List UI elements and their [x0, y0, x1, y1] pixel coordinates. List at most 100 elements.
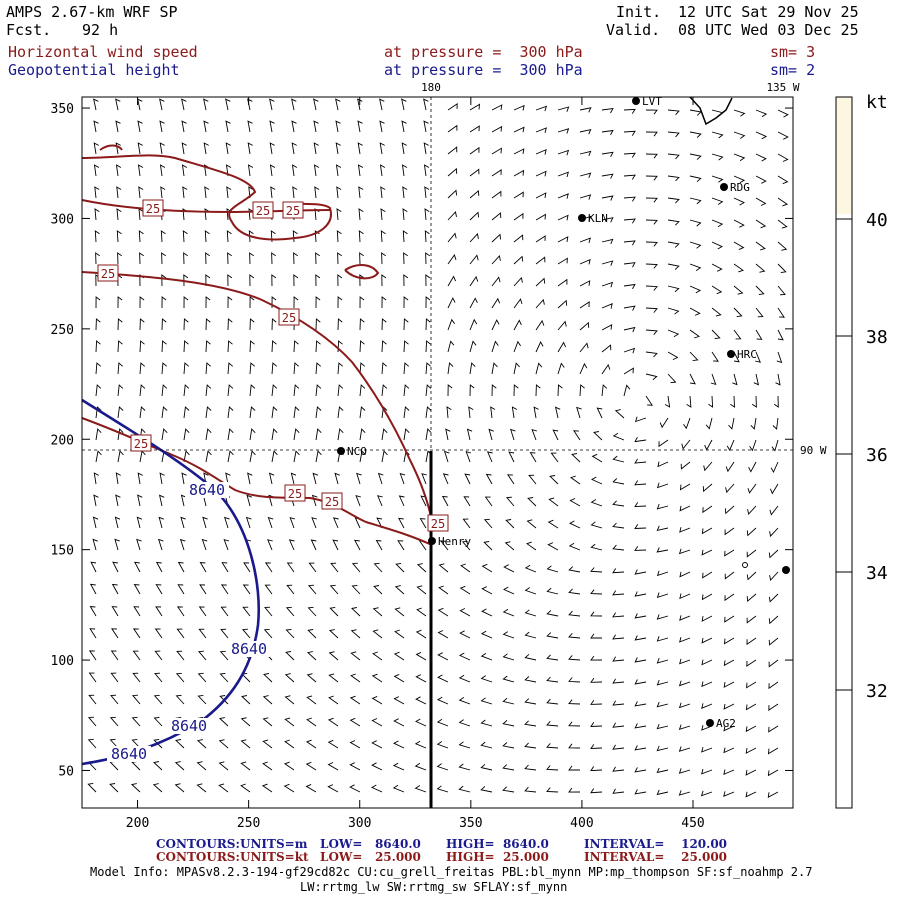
wind-barb: [634, 458, 647, 464]
footer-row-2-prefix: CONTOURS:: [156, 850, 240, 864]
wind-barb: [590, 521, 603, 529]
wind-barb: [481, 563, 493, 573]
wind-barb: [394, 607, 405, 617]
wind-barb: [398, 495, 405, 507]
wind-barb: [381, 296, 387, 309]
wind-barb: [359, 450, 366, 463]
wind-barb: [205, 406, 212, 419]
wind-barb: [447, 211, 457, 221]
wind-barb: [723, 791, 735, 797]
wind-barb: [447, 340, 455, 353]
wind-barb: [438, 563, 449, 573]
station-dot: [428, 537, 436, 545]
wind-barb: [161, 274, 167, 287]
wind-barb: [161, 384, 168, 397]
wind-barb: [749, 439, 757, 452]
wind-barb: [656, 789, 669, 796]
wind-barb: [634, 701, 647, 707]
wind-barb: [381, 318, 387, 331]
wind-barb: [656, 636, 669, 642]
wind-barb: [436, 718, 449, 727]
wind-barb: [733, 285, 744, 295]
wind-barb: [659, 417, 669, 429]
wind-barb: [293, 406, 300, 419]
wind-barb: [524, 720, 537, 727]
wind-barb: [284, 673, 295, 683]
height-contour-label: 8640: [189, 481, 225, 499]
wind-barb: [702, 505, 713, 514]
wind-barb: [196, 783, 207, 793]
wind-barb: [283, 783, 295, 793]
wind-barb: [183, 296, 189, 309]
wind-barb: [579, 362, 588, 375]
wind-barb: [645, 373, 658, 381]
wind-barb: [205, 428, 212, 441]
wind-barb: [469, 297, 478, 309]
wind-barb: [437, 607, 449, 617]
wind-barb: [182, 230, 188, 243]
wind-barb: [359, 406, 366, 419]
wind-barb: [634, 591, 647, 597]
wind-barb: [568, 699, 581, 705]
wind-barb: [502, 631, 515, 639]
wind-barb: [601, 108, 614, 114]
wind-barb: [218, 739, 229, 749]
wind-barb: [359, 252, 364, 265]
wind-barb: [701, 725, 713, 731]
wind-contour-label: 25: [282, 311, 296, 325]
wind-barb: [351, 607, 361, 617]
footer-row-1-high: HIGH= 8640.0: [446, 837, 549, 851]
wind-barb: [491, 212, 502, 221]
wind-barb: [733, 153, 746, 162]
wind-barb: [158, 516, 164, 529]
wind-barb: [458, 697, 471, 705]
wind-barb: [94, 208, 100, 221]
wind-barb: [711, 285, 723, 295]
wind-barb: [678, 724, 691, 730]
wind-contour-label: 25: [101, 267, 115, 281]
wind-barb: [183, 384, 190, 397]
wind-barb: [549, 475, 559, 485]
wind-barb: [777, 241, 788, 251]
wind-barb: [464, 473, 471, 485]
wind-barb: [510, 428, 516, 441]
wind-barb: [154, 628, 163, 639]
wind-barb: [132, 672, 141, 683]
wind-barb: [115, 494, 121, 507]
wind-barb: [535, 213, 547, 221]
wind-barb: [177, 561, 185, 573]
wind-barb: [601, 217, 614, 223]
wind-barb: [271, 252, 276, 265]
colorbar-label: 38: [866, 327, 888, 348]
wind-barb: [225, 472, 231, 485]
wind-barb: [179, 538, 186, 551]
wind-barb: [117, 340, 123, 353]
wind-barb: [271, 450, 278, 463]
wind-barb: [245, 516, 252, 529]
wind-barb: [327, 784, 339, 793]
wind-barb: [612, 700, 625, 706]
top-label-180: 180: [421, 81, 441, 94]
wind-barb: [379, 120, 385, 133]
wind-barb: [202, 516, 208, 529]
wind-barb: [768, 549, 779, 559]
wind-barb: [220, 628, 229, 639]
wind-barb: [176, 650, 185, 661]
wind-barb: [524, 587, 537, 595]
wind-barb: [218, 761, 229, 771]
wind-barb: [771, 439, 779, 452]
wind-barb: [436, 696, 449, 705]
wind-barb: [115, 120, 121, 133]
wind-barb: [701, 549, 713, 556]
colorbar-label: 34: [866, 563, 888, 584]
wind-barb: [219, 672, 229, 683]
wind-barb: [601, 151, 614, 158]
model-title: AMPS 2.67-km WRF SP: [6, 3, 178, 21]
wind-barb: [315, 406, 322, 419]
wind-barb: [337, 406, 344, 419]
wind-barb: [181, 142, 187, 155]
wind-barb: [139, 384, 146, 397]
wind-barb: [263, 673, 273, 683]
station-dot: [632, 97, 640, 105]
wind-barb: [645, 263, 658, 269]
